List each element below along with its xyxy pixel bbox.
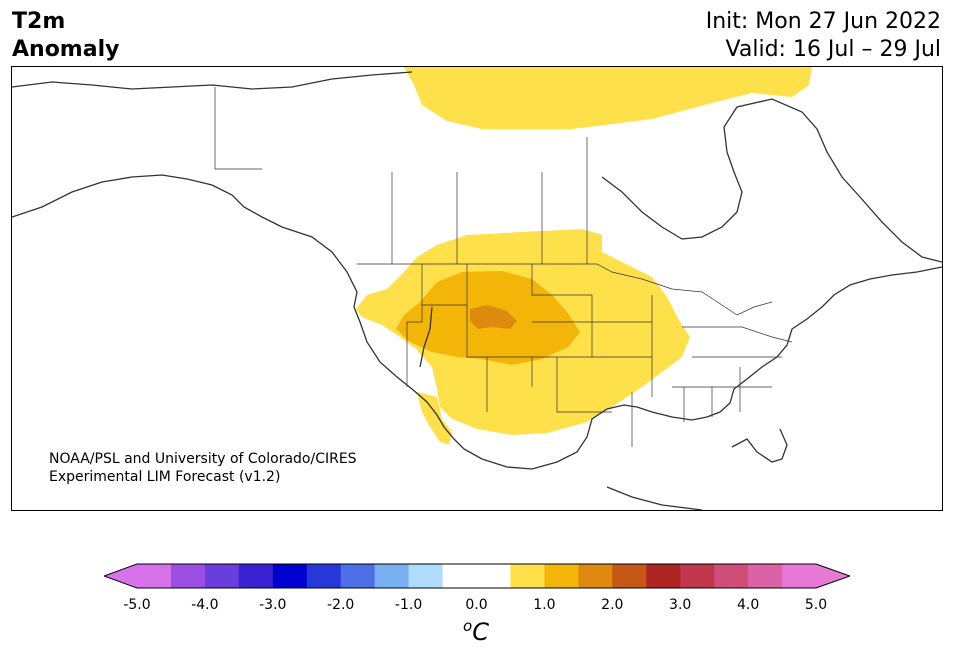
colorbar-segment (238, 564, 274, 588)
forecast-dates: Init: Mon 27 Jun 2022 Valid: 16 Jul – 29… (706, 8, 941, 64)
init-date: Init: Mon 27 Jun 2022 (705, 9, 941, 34)
colorbar-tick-label: 4.0 (736, 597, 760, 613)
colorbar-tick-label: 5.0 (804, 597, 828, 613)
colorbar-segment (612, 564, 647, 588)
colorbar-segment (510, 564, 545, 588)
colorbar-segment (306, 564, 342, 588)
colorbar-tick-label: -2.0 (327, 597, 355, 613)
colorbar-segment (544, 564, 579, 588)
anomaly-region-baja (417, 392, 452, 445)
colorbar-over-arrow (816, 564, 850, 588)
credit-line-2: Experimental LIM Forecast (v1.2) (49, 469, 281, 485)
colorbar-tick-label: -1.0 (394, 597, 423, 613)
colorbar-segment (476, 564, 511, 588)
colorbar-segment (272, 564, 308, 588)
title-line-1: T2m (12, 9, 66, 34)
colorbar-under-arrow (104, 564, 137, 588)
colorbar-segment (748, 564, 783, 588)
colorbar-segment (714, 564, 749, 588)
unit-letter: C (472, 618, 489, 646)
credit-text: NOAA/PSL and University of Colorado/CIRE… (49, 450, 357, 486)
colorbar-segment (782, 564, 817, 588)
title-line-2: Anomaly (12, 37, 120, 62)
colorbar-segment (680, 564, 715, 588)
colorbar-segment (578, 564, 613, 588)
colorbar-tick-label: 1.0 (533, 597, 556, 613)
colorbar-unit: oC (463, 617, 489, 646)
colorbar-segment (442, 564, 477, 588)
colorbar-segment (646, 564, 681, 588)
valid-period: Valid: 16 Jul – 29 Jul (725, 37, 941, 62)
coastlines (12, 71, 942, 510)
colorbar-tick-label: -3.0 (259, 597, 287, 613)
anomaly-region-core (470, 305, 517, 329)
colorbar-tick-label: 0.0 (465, 597, 488, 613)
political-borders (214, 87, 793, 447)
map-panel (11, 66, 943, 511)
colorbar-tick-label: -5.0 (123, 597, 151, 613)
colorbar-outline (104, 563, 850, 589)
colorbar-tick-label: 3.0 (669, 597, 692, 613)
colorbar-segment (340, 564, 376, 588)
colorbar-segment (170, 564, 206, 588)
colorbar-segments (137, 564, 817, 588)
colorbar-tick-labels: -5.0 -4.0 -3.0 -2.0 -1.0 0.0 1.0 2.0 3.0 4.0 5.0 (0, 597, 953, 617)
anomaly-region-north-canada (404, 67, 812, 129)
colorbar (104, 563, 850, 589)
colorbar-segment (408, 564, 444, 588)
anomaly-map (12, 67, 942, 510)
colorbar-segment (374, 564, 410, 588)
chart-title: T2m Anomaly (12, 8, 119, 64)
credit-line-1: NOAA/PSL and University of Colorado/CIRE… (49, 451, 357, 467)
colorbar-tick-label: -4.0 (191, 597, 219, 613)
colorbar-segment (137, 564, 172, 588)
colorbar-tick-label: 2.0 (601, 597, 624, 613)
colorbar-segment (204, 564, 240, 588)
unit-degree: o (463, 617, 473, 635)
